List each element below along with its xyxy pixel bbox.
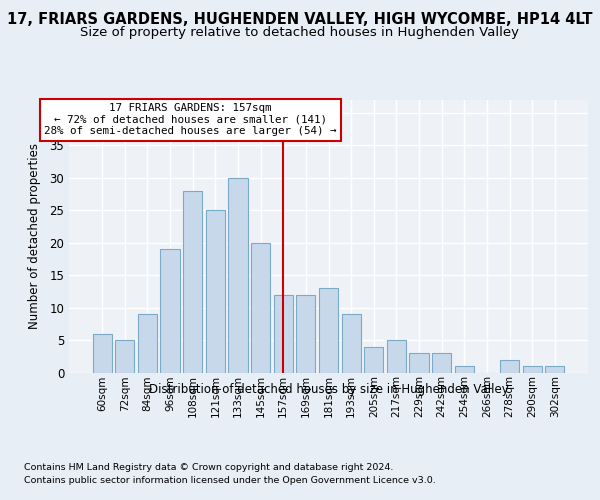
- Bar: [183, 191, 202, 372]
- Bar: [341, 314, 361, 372]
- Text: Contains public sector information licensed under the Open Government Licence v3: Contains public sector information licen…: [24, 476, 436, 485]
- Bar: [296, 294, 316, 372]
- Bar: [251, 242, 270, 372]
- Bar: [523, 366, 542, 372]
- Bar: [319, 288, 338, 372]
- Text: Size of property relative to detached houses in Hughenden Valley: Size of property relative to detached ho…: [80, 26, 520, 39]
- Bar: [545, 366, 565, 372]
- Text: Distribution of detached houses by size in Hughenden Valley: Distribution of detached houses by size …: [149, 382, 509, 396]
- Bar: [206, 210, 225, 372]
- Bar: [229, 178, 248, 372]
- Bar: [432, 353, 451, 372]
- Text: 17 FRIARS GARDENS: 157sqm
← 72% of detached houses are smaller (141)
28% of semi: 17 FRIARS GARDENS: 157sqm ← 72% of detac…: [44, 103, 337, 136]
- Bar: [92, 334, 112, 372]
- Bar: [409, 353, 428, 372]
- Bar: [115, 340, 134, 372]
- Bar: [387, 340, 406, 372]
- Bar: [500, 360, 519, 372]
- Bar: [160, 249, 180, 372]
- Bar: [138, 314, 157, 372]
- Bar: [455, 366, 474, 372]
- Bar: [364, 346, 383, 372]
- Text: 17, FRIARS GARDENS, HUGHENDEN VALLEY, HIGH WYCOMBE, HP14 4LT: 17, FRIARS GARDENS, HUGHENDEN VALLEY, HI…: [7, 12, 593, 28]
- Bar: [274, 294, 293, 372]
- Text: Contains HM Land Registry data © Crown copyright and database right 2024.: Contains HM Land Registry data © Crown c…: [24, 462, 394, 471]
- Y-axis label: Number of detached properties: Number of detached properties: [28, 143, 41, 329]
